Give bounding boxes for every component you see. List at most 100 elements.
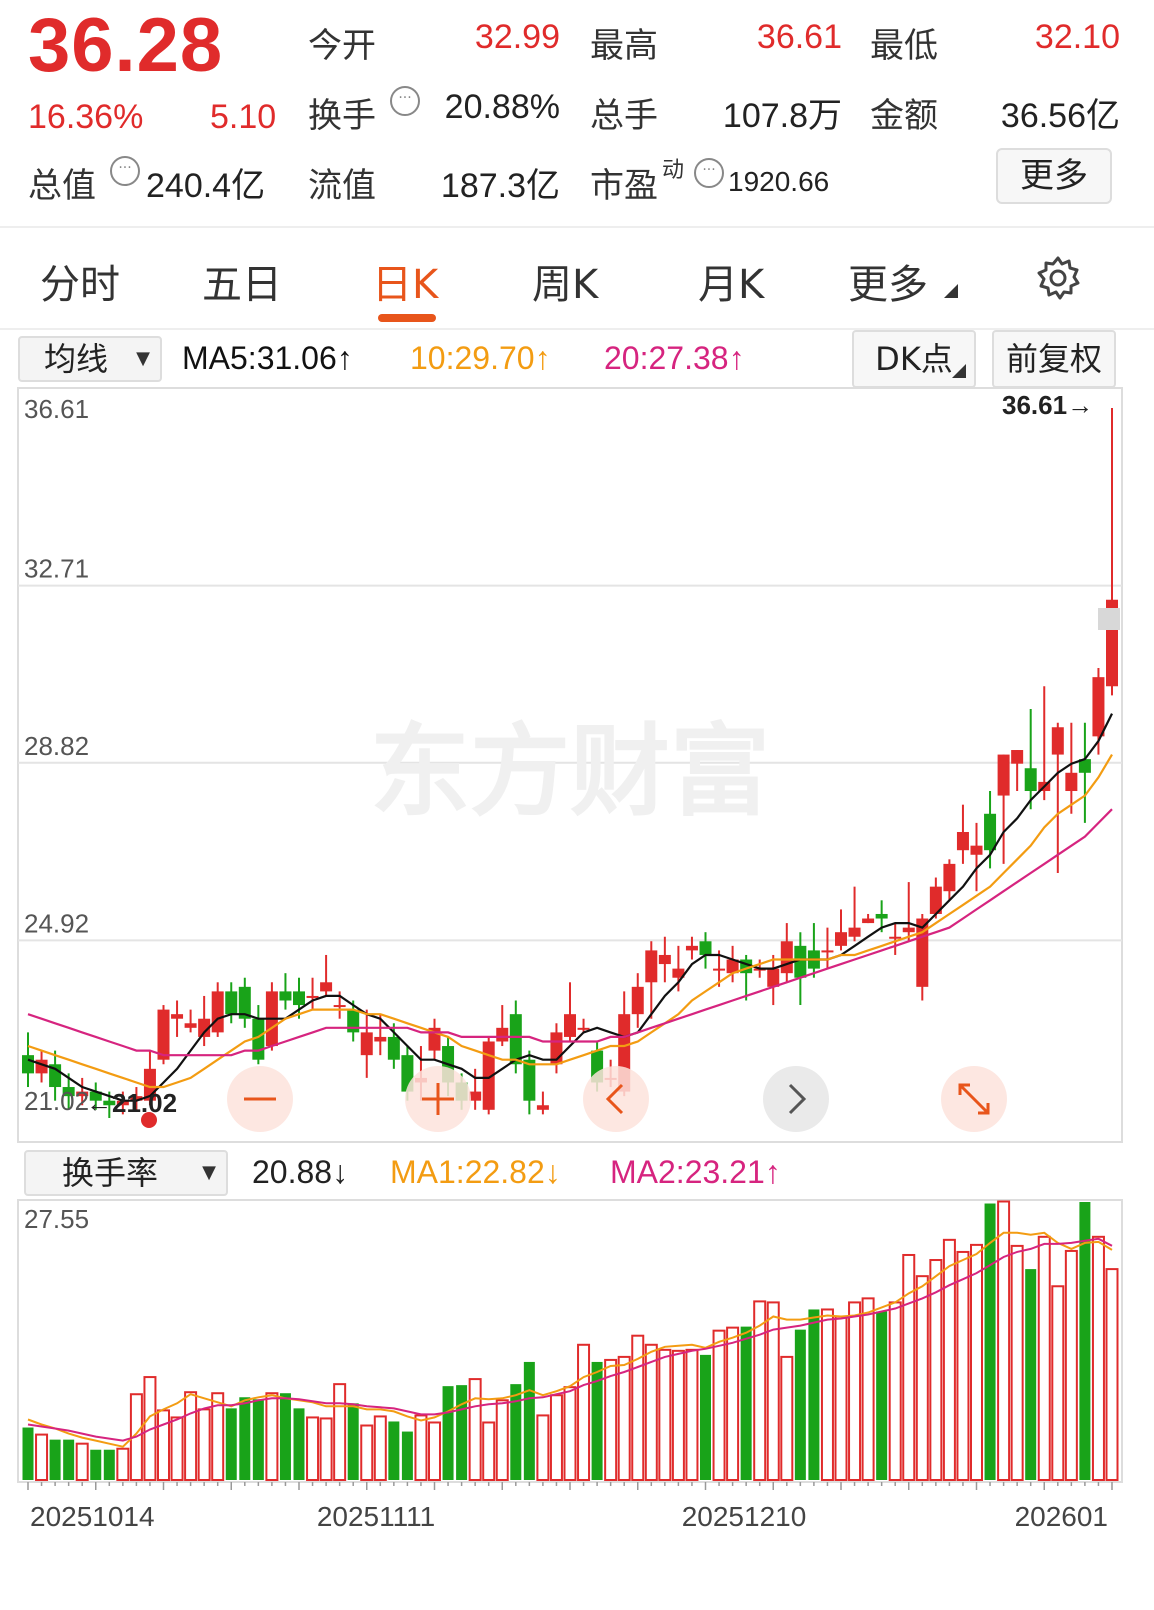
turnover-chart[interactable]: 27.55 20251014 20251111 20251210 202601 [0,1198,1154,1548]
kline-chart[interactable]: 东方财富 36.61 32.71 28.82 24.92 21.02 36.61→ ←21… [0,386,1154,1144]
turnover-bar [49,1439,61,1480]
candle-body [848,927,861,937]
low-value: 32.10 [1034,18,1120,56]
y-tick-label: 36.61 [24,394,89,424]
turnover-bar [726,1326,740,1481]
candle-body [1011,750,1024,764]
turnover-bar [414,1414,428,1481]
active-tab-indicator [378,314,436,322]
candle-body [699,941,712,955]
turnover-bar [1079,1202,1091,1480]
turnover-bar [319,1417,333,1481]
ma-select[interactable]: 均线 ▼ [18,336,162,382]
turnover-bar [1051,1285,1065,1482]
turnover-bar [388,1421,400,1480]
tab-monthly-k[interactable]: 月K [698,262,765,308]
dk-point-button[interactable]: DK点 [852,330,976,388]
candle-body [320,982,333,992]
price-tag-marker [1098,608,1120,630]
turnover-bar [820,1308,834,1481]
ma10-readout: 10:29.70↑ [410,340,551,376]
candle-body [821,950,834,953]
turnover-bar [333,1383,347,1481]
turnover-value: 20.88% [444,88,560,126]
next-button[interactable] [763,1066,829,1132]
tab-daily-k[interactable]: 日K [372,262,439,308]
candle-body [62,1087,75,1097]
y-tick-label: 27.55 [24,1204,89,1234]
turnover-bar [794,1329,806,1480]
candle-body [536,1105,549,1110]
candle-body [469,1091,482,1101]
candle-body [835,932,847,946]
turnover-label: 换手 [308,96,376,136]
turnover-bar [685,1348,699,1481]
turnover-bar [861,1297,875,1481]
turnover-bar [929,1259,943,1482]
candle-body [997,754,1010,796]
high-value: 36.61 [756,18,842,56]
turnover-bar [1105,1268,1119,1481]
candle-body [333,1005,346,1008]
turnover-bar [373,1415,387,1482]
candle-body [658,954,671,965]
turnover-bar [510,1384,522,1480]
turnover-bar [577,1343,591,1481]
candle-body [171,1014,184,1019]
event-dot[interactable] [141,1112,157,1128]
candle-body [631,986,644,1015]
candle-body [238,986,251,1019]
ma5-line [27,713,1113,1102]
turnover-bar [1010,1244,1024,1482]
turnover-bar [876,1311,888,1480]
candle-body [645,950,658,983]
info-icon[interactable]: ··· [694,158,724,188]
chevron-left-icon [605,1083,624,1115]
turnover-bar [456,1385,468,1480]
turnover-bar [428,1421,441,1481]
float-cap-label: 流值 [308,166,376,206]
chevron-right-icon [788,1083,807,1115]
last-price: 36.28 [28,3,224,88]
tab-more[interactable]: 更多 [848,262,928,308]
turnover-bar [360,1424,374,1481]
expand-icon [958,1083,990,1115]
turnover-bar [671,1349,685,1481]
dropdown-arrow-icon: ▼ [136,348,150,369]
market-cap-label: 总值 [28,166,96,206]
turnover-bar [549,1394,563,1481]
volume-label: 总手 [590,96,658,136]
candle-body [1065,772,1078,792]
tab-weekly-k[interactable]: 周K [532,262,599,308]
candle-body [496,1027,509,1042]
turnover-bar [35,1433,49,1481]
candle-body [875,913,888,919]
candle-body [1078,759,1091,773]
candle-body [306,995,319,998]
change-amount: 5.10 [210,98,277,136]
turnover-ma1-readout: MA1:22.82↓ [390,1154,561,1190]
x-axis-date-label: 20251210 [682,1501,807,1532]
turnover-bar [915,1275,929,1482]
indicator-select[interactable]: 换手率 ▼ [24,1150,228,1196]
tab-intraday[interactable]: 分时 [40,262,120,308]
info-icon[interactable]: ··· [390,86,420,116]
candle-body [360,1032,373,1056]
turnover-bar [997,1200,1011,1482]
info-icon[interactable]: ··· [110,156,140,186]
ma20-line [27,808,1113,1057]
adjust-mode-button[interactable]: 前复权 [992,330,1116,388]
turnover-bar [468,1378,482,1481]
turnover-bar [197,1408,211,1481]
more-button[interactable]: 更多 [996,148,1112,204]
candle-body [902,927,915,933]
turnover-bar [116,1447,130,1481]
previous-button[interactable] [583,1066,649,1132]
turnover-bar [279,1393,291,1480]
turnover-bar [306,1416,320,1482]
y-tick-label: 28.82 [24,731,89,761]
open-label: 今开 [308,26,376,66]
settings-gear-icon[interactable] [1034,254,1082,302]
turnover-bar [63,1439,75,1480]
tab-five-day[interactable]: 五日 [202,262,282,308]
